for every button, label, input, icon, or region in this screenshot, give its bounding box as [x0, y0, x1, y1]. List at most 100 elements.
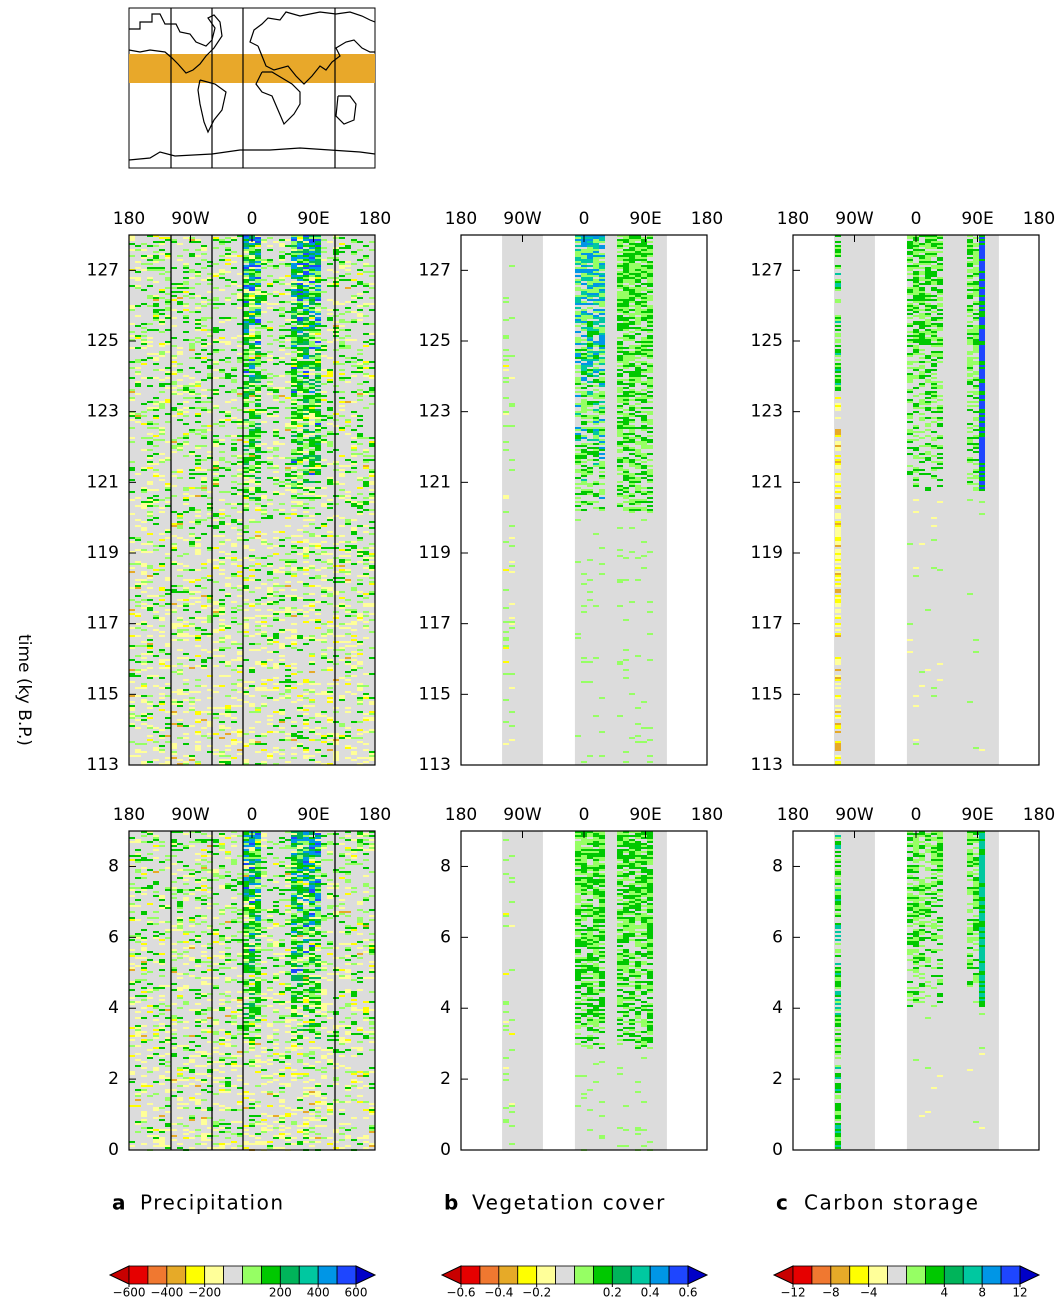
heatmap-cell [141, 335, 147, 337]
heatmap-cell [967, 257, 973, 259]
heatmap-cell [369, 581, 375, 583]
heatmap-cell [617, 337, 629, 339]
heatmap-cell [581, 465, 587, 467]
heatmap-cell [165, 757, 171, 759]
heatmap-cell [641, 467, 647, 469]
heatmap-cell [213, 601, 219, 603]
heatmap-cell [303, 443, 309, 445]
heatmap-cell [225, 259, 231, 261]
heatmap-cell [261, 603, 267, 605]
heatmap-cell [189, 691, 201, 693]
heatmap-cell [623, 437, 629, 439]
heatmap-cell [189, 487, 195, 489]
heatmap-cell [575, 287, 581, 289]
heatmap-cell [979, 285, 985, 287]
heatmap-cell [153, 261, 159, 263]
heatmap-cell [147, 713, 153, 715]
heatmap-cell [141, 377, 147, 379]
heatmap-cell [219, 725, 225, 727]
heatmap-cell [291, 739, 297, 741]
heatmap-cell [309, 239, 321, 241]
heatmap-cell [629, 389, 635, 391]
heatmap-cell [575, 439, 581, 441]
heatmap-cell [243, 483, 249, 485]
heatmap-cell [297, 339, 309, 341]
heatmap-cell [617, 277, 635, 279]
heatmap-cell [255, 375, 261, 377]
heatmap-cell [309, 355, 315, 357]
heatmap-cell [369, 567, 375, 569]
heatmap-cell [357, 313, 363, 315]
heatmap-cell [363, 503, 369, 505]
heatmap-cell [291, 441, 297, 443]
heatmap-cell [339, 275, 345, 277]
heatmap-cell [135, 287, 141, 289]
heatmap-cell [195, 655, 201, 657]
heatmap-cell [159, 353, 165, 355]
heatmap-cell [213, 237, 219, 239]
heatmap-cell [303, 709, 309, 711]
heatmap-cell [141, 423, 147, 425]
heatmap-cell [623, 275, 629, 277]
heatmap-cell [147, 329, 159, 331]
heatmap-cell [581, 275, 599, 277]
heatmap-cell [357, 689, 363, 691]
heatmap-cell [629, 267, 647, 269]
heatmap-cell [255, 557, 261, 559]
heatmap-cell [339, 469, 345, 471]
heatmap-cell [587, 421, 593, 423]
heatmap-cell [303, 297, 309, 299]
heatmap-cell [339, 455, 345, 457]
heatmap-cell [165, 727, 171, 729]
heatmap-cell [835, 505, 841, 507]
heatmap-cell [189, 593, 195, 595]
heatmap-cell [623, 649, 629, 651]
heatmap-cell [919, 377, 925, 379]
heatmap-cell [213, 331, 219, 333]
heatmap-cell [273, 637, 279, 639]
heatmap-cell [267, 723, 273, 725]
heatmap-cell [225, 279, 231, 281]
heatmap-cell [333, 735, 339, 737]
heatmap-cell [129, 491, 135, 493]
heatmap-cell [339, 427, 345, 429]
heatmap-cell [279, 655, 285, 657]
heatmap-cell [967, 315, 973, 317]
heatmap-cell [255, 357, 261, 359]
heatmap-cell [907, 243, 913, 245]
heatmap-cell [189, 453, 195, 455]
heatmap-cell [629, 239, 641, 241]
heatmap-cell [249, 261, 255, 263]
heatmap-cell [255, 263, 261, 265]
heatmap-cell [315, 355, 321, 357]
heatmap-cell [285, 407, 291, 409]
heatmap-cell [333, 617, 339, 619]
heatmap-cell [363, 525, 369, 527]
heatmap-cell [255, 643, 261, 645]
heatmap-cell [297, 437, 303, 439]
heatmap-cell [219, 611, 225, 613]
heatmap-cell [309, 243, 315, 245]
heatmap-cell [315, 577, 321, 579]
heatmap-cell [243, 333, 249, 335]
heatmap-cell [967, 269, 979, 271]
heatmap-cell [297, 383, 303, 385]
heatmap-cell [255, 275, 261, 277]
heatmap-cell [635, 467, 641, 469]
heatmap-cell [315, 429, 321, 431]
heatmap-cell [351, 461, 357, 463]
heatmap-cell [279, 509, 285, 511]
heatmap-cell [617, 663, 623, 665]
heatmap-cell [183, 291, 189, 293]
heatmap-cell [907, 353, 913, 355]
heatmap-cell [835, 465, 841, 467]
heatmap-cell [363, 509, 369, 511]
heatmap-cell [147, 667, 153, 669]
heatmap-cell [635, 491, 641, 493]
heatmap-cell [213, 423, 219, 425]
heatmap-cell [147, 295, 153, 297]
heatmap-cell [195, 645, 201, 647]
heatmap-cell [225, 553, 231, 555]
heatmap-cell [303, 373, 309, 375]
heatmap-cell [581, 583, 587, 585]
